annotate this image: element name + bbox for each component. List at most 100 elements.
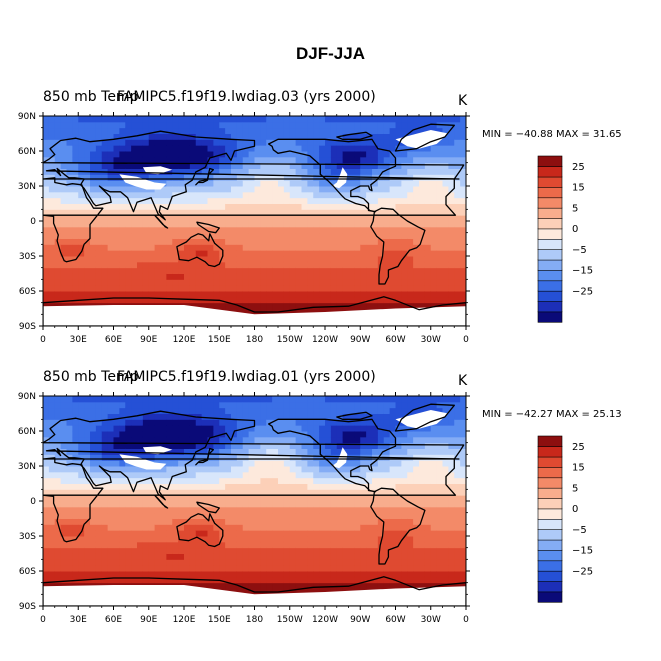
field-cell bbox=[254, 180, 261, 187]
field-cell bbox=[289, 244, 297, 251]
field-cell bbox=[119, 291, 126, 298]
field-cell bbox=[119, 460, 126, 467]
field-cell bbox=[213, 489, 220, 496]
field-cell bbox=[330, 279, 338, 286]
field-cell bbox=[319, 530, 326, 537]
field-cell bbox=[407, 238, 414, 245]
field-cell bbox=[283, 256, 291, 263]
field-cell bbox=[289, 501, 297, 508]
field-cell bbox=[201, 232, 209, 239]
field-cell bbox=[225, 431, 232, 438]
field-cell bbox=[266, 296, 273, 304]
field-cell bbox=[225, 524, 232, 531]
field-cell bbox=[307, 512, 314, 519]
field-cell bbox=[137, 215, 144, 222]
field-cell bbox=[201, 145, 209, 152]
field-cell bbox=[407, 156, 414, 164]
field-cell bbox=[389, 221, 397, 228]
field-cell bbox=[342, 396, 350, 403]
field-cell bbox=[131, 238, 138, 245]
field-cell bbox=[366, 547, 373, 554]
field-cell bbox=[225, 162, 232, 169]
field-cell bbox=[154, 425, 162, 432]
field-cell bbox=[107, 425, 115, 432]
field-cell bbox=[148, 267, 156, 274]
field-cell bbox=[101, 209, 109, 216]
field-cell bbox=[178, 180, 185, 187]
field-cell bbox=[225, 553, 232, 560]
field-cell bbox=[383, 401, 391, 409]
field-cell bbox=[60, 191, 68, 199]
field-cell bbox=[325, 238, 332, 245]
field-cell bbox=[336, 273, 344, 280]
field-cell bbox=[272, 396, 279, 403]
field-cell bbox=[72, 139, 79, 146]
field-cell bbox=[319, 448, 326, 455]
field-cell bbox=[125, 145, 132, 152]
field-cell bbox=[366, 565, 373, 572]
field-cell bbox=[377, 501, 385, 508]
field-cell bbox=[101, 203, 109, 210]
field-cell bbox=[248, 256, 256, 263]
field-cell bbox=[342, 442, 350, 449]
field-cell bbox=[348, 267, 355, 274]
field-cell bbox=[295, 396, 303, 403]
field-cell bbox=[148, 191, 156, 199]
field-cell bbox=[448, 168, 455, 175]
field-cell bbox=[295, 425, 303, 432]
field-cell bbox=[54, 454, 62, 461]
field-cell bbox=[72, 279, 79, 286]
field-cell bbox=[377, 431, 385, 438]
field-cell bbox=[60, 582, 68, 589]
field-cell bbox=[413, 168, 420, 175]
field-cell bbox=[360, 565, 367, 572]
field-cell bbox=[301, 139, 308, 146]
field-cell bbox=[454, 156, 461, 164]
field-cell bbox=[213, 506, 220, 514]
field-cell bbox=[166, 186, 173, 193]
field-cell bbox=[101, 471, 109, 479]
field-cell bbox=[213, 226, 220, 234]
field-cell bbox=[189, 431, 197, 438]
field-cell bbox=[90, 565, 97, 572]
field-cell bbox=[236, 460, 244, 467]
field-cell bbox=[60, 215, 68, 222]
field-cell bbox=[54, 407, 62, 414]
field-cell bbox=[189, 209, 197, 216]
field-cell bbox=[242, 565, 250, 572]
field-cell bbox=[260, 501, 267, 508]
field-cell bbox=[360, 256, 367, 263]
field-cell bbox=[366, 209, 373, 216]
field-cell bbox=[189, 489, 197, 496]
field-cell bbox=[60, 203, 68, 210]
field-cell bbox=[342, 576, 350, 584]
field-cell bbox=[201, 471, 209, 479]
field-cell bbox=[407, 180, 414, 187]
field-cell bbox=[278, 489, 285, 496]
field-cell bbox=[307, 471, 314, 479]
field-cell bbox=[307, 273, 314, 280]
field-cell bbox=[307, 226, 314, 234]
field-cell bbox=[95, 256, 103, 263]
field-cell bbox=[48, 524, 56, 531]
field-cell bbox=[84, 425, 91, 432]
field-cell bbox=[43, 226, 50, 234]
field-cell bbox=[366, 244, 373, 251]
field-cell bbox=[225, 226, 232, 234]
field-cell bbox=[325, 419, 332, 426]
field-cell bbox=[289, 180, 297, 187]
field-cell bbox=[407, 197, 414, 204]
field-cell bbox=[113, 483, 120, 490]
field-cell bbox=[430, 180, 438, 187]
field-cell bbox=[395, 436, 402, 444]
field-cell bbox=[119, 466, 126, 473]
field-cell bbox=[260, 425, 267, 432]
field-cell bbox=[419, 121, 426, 129]
colorbar-swatch bbox=[537, 217, 563, 230]
field-cell bbox=[289, 442, 297, 449]
field-cell bbox=[160, 565, 167, 572]
field-cell bbox=[342, 291, 350, 298]
field-cell bbox=[201, 530, 209, 537]
field-cell bbox=[295, 547, 303, 554]
field-cell bbox=[66, 506, 73, 514]
